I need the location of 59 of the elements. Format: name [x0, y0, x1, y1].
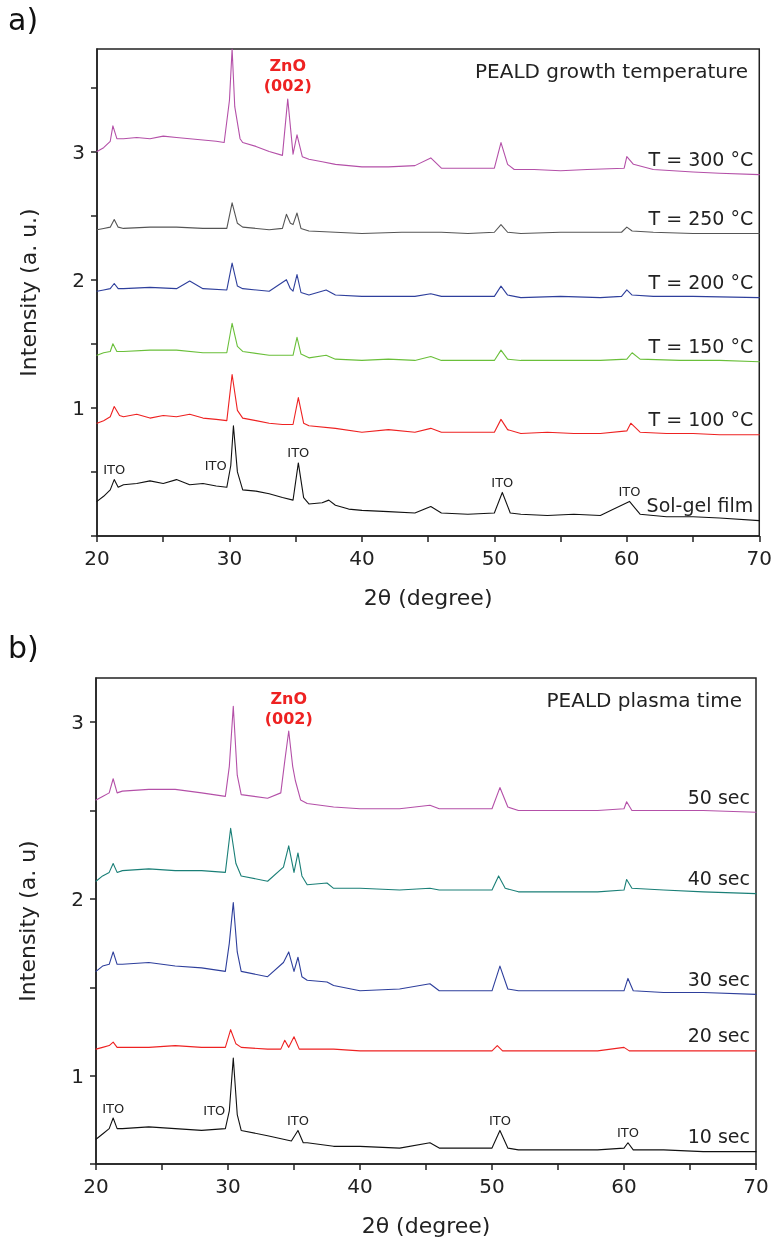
series-label: T = 250 °C [647, 207, 754, 230]
x-tick-label: 20 [83, 1174, 109, 1198]
line-series [96, 373, 760, 436]
x-tick-label: 50 [479, 1174, 505, 1198]
y-tick-label: 2 [72, 267, 85, 292]
x-tick-label: 20 [84, 546, 110, 570]
series-label: 30 sec [687, 967, 750, 990]
line-series [96, 262, 760, 299]
line-series [95, 1029, 757, 1052]
annotation: ZnO (002) [263, 56, 312, 96]
series-label: 10 sec [687, 1125, 750, 1148]
text: a) [8, 1, 39, 37]
line-series [95, 1057, 757, 1153]
annotation: ITO [286, 1112, 309, 1128]
x-tick-label: 50 [481, 546, 508, 570]
x-tick-label: 30 [215, 1174, 241, 1198]
x-tick-label: 30 [216, 546, 243, 570]
annotation: ITO [204, 458, 227, 474]
line-series [96, 322, 760, 363]
series-label: Sol-gel film [646, 494, 754, 517]
annotation: ITO [618, 483, 641, 499]
line-series [96, 48, 760, 176]
annotation: ITO [103, 462, 126, 478]
annotation: ITO [102, 1100, 125, 1116]
annotation: ITO [491, 474, 514, 490]
series-label: T = 200 °C [647, 271, 754, 294]
annotation: ITO [287, 445, 310, 461]
y-axis-title: Intensity (a. u) [14, 840, 40, 1002]
text: b) [8, 629, 39, 665]
series-label: T = 100 °C [647, 408, 754, 431]
text: PEALD plasma time [546, 688, 743, 712]
x-tick-label: 60 [614, 546, 640, 570]
annotation: ITO [203, 1103, 226, 1119]
line-series [95, 901, 757, 995]
annotation: ZnO (002) [264, 688, 313, 728]
y-tick-label: 1 [72, 395, 85, 420]
x-tick-label: 70 [743, 1174, 769, 1198]
x-tick-label: 70 [746, 546, 772, 570]
series-label: 20 sec [687, 1024, 750, 1047]
x-tick-label: 60 [611, 1174, 637, 1198]
y-tick-label: 3 [71, 710, 84, 735]
y-tick-label: 2 [71, 886, 84, 911]
y-tick-label: 3 [72, 139, 85, 164]
x-axis-title: 2θ (degree) [363, 584, 493, 610]
text: PEALD growth temperature [475, 59, 749, 83]
x-tick-label: 40 [349, 546, 375, 570]
line-series [96, 425, 760, 522]
series-label: T = 150 °C [647, 335, 754, 358]
x-axis-title: 2θ (degree) [361, 1212, 491, 1238]
series-label: 40 sec [687, 867, 750, 890]
y-axis-title: Intensity (a. u.) [15, 208, 41, 377]
series-label: 50 sec [687, 785, 750, 808]
y-tick-label: 1 [71, 1063, 84, 1088]
line-series [96, 202, 760, 235]
annotation: ITO [488, 1112, 511, 1128]
series-label: T = 300 °C [647, 148, 754, 171]
annotation: ITO [616, 1125, 639, 1141]
line-series [95, 827, 757, 895]
x-tick-label: 40 [347, 1174, 373, 1198]
